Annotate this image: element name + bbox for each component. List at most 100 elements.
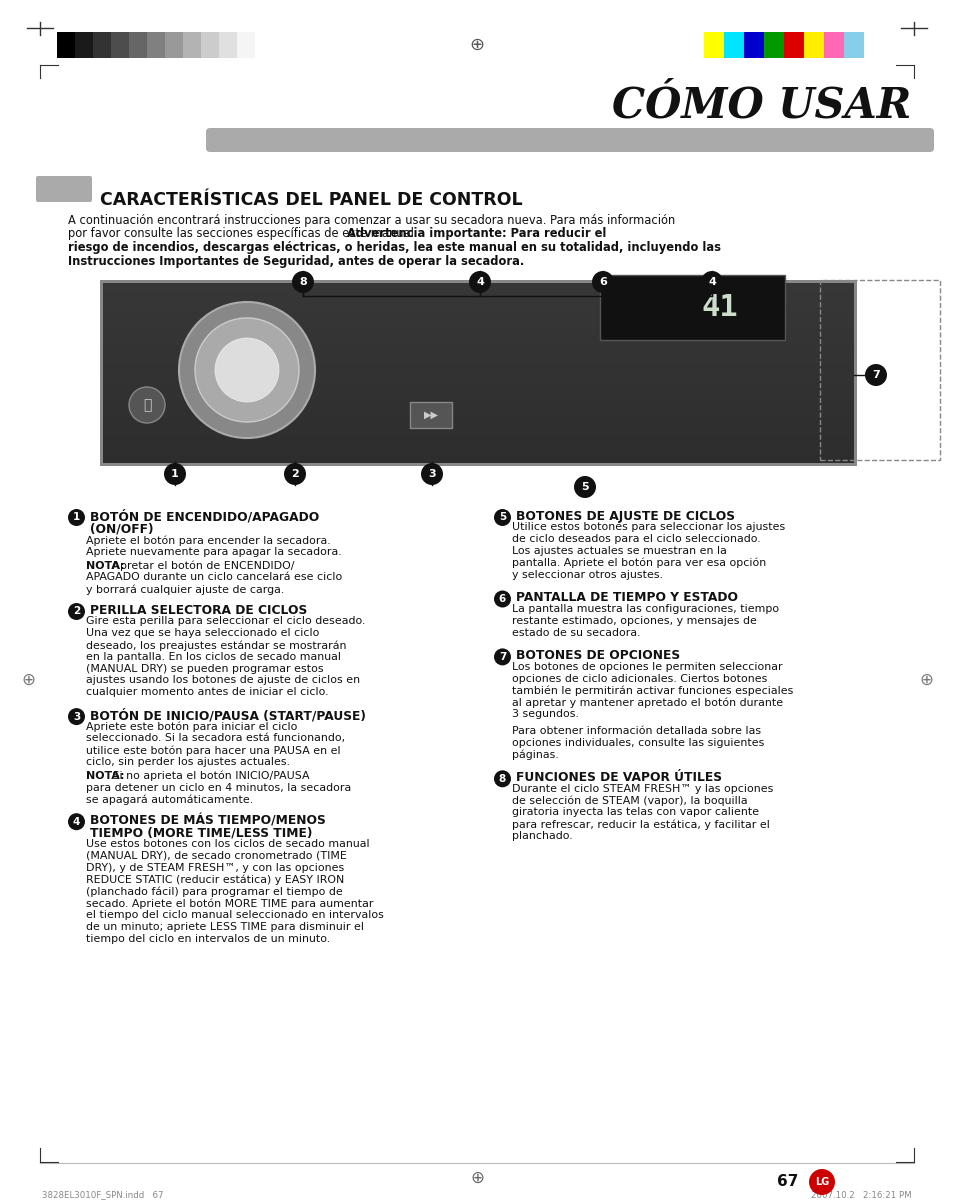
Text: 8: 8 xyxy=(498,774,506,784)
Bar xyxy=(103,391,853,401)
Text: BOTONES DE AJUSTE DE CICLOS: BOTONES DE AJUSTE DE CICLOS xyxy=(516,510,734,523)
Text: Una vez que se haya seleccionado el ciclo: Una vez que se haya seleccionado el cicl… xyxy=(86,628,319,639)
Text: Instrucciones Importantes de Seguridad, antes de operar la secadora.: Instrucciones Importantes de Seguridad, … xyxy=(68,255,524,267)
Text: ⓨ: ⓨ xyxy=(143,398,151,411)
Bar xyxy=(103,346,853,355)
Text: LG: LG xyxy=(814,1177,828,1187)
Bar xyxy=(147,32,165,58)
Text: 1: 1 xyxy=(171,469,178,479)
Text: APAGADO durante un ciclo cancelará ese ciclo: APAGADO durante un ciclo cancelará ese c… xyxy=(86,573,342,582)
Text: ajustes usando los botones de ajuste de ciclos en: ajustes usando los botones de ajuste de … xyxy=(86,676,359,686)
Text: NOTA:: NOTA: xyxy=(86,771,125,781)
Circle shape xyxy=(700,271,722,294)
Text: se apagará automáticamente.: se apagará automáticamente. xyxy=(86,794,253,805)
Text: y seleccionar otros ajustes.: y seleccionar otros ajustes. xyxy=(512,570,662,580)
Circle shape xyxy=(420,463,442,485)
Bar xyxy=(103,337,853,346)
Text: Apriete este botón para iniciar el ciclo: Apriete este botón para iniciar el ciclo xyxy=(86,722,297,733)
Text: 5: 5 xyxy=(580,482,588,492)
Text: 1: 1 xyxy=(72,512,80,522)
Bar xyxy=(165,32,183,58)
Text: Si no aprieta el botón INICIO/PAUSA: Si no aprieta el botón INICIO/PAUSA xyxy=(109,771,309,781)
Text: 5: 5 xyxy=(498,512,506,522)
Circle shape xyxy=(808,1169,834,1195)
Text: ciclo, sin perder los ajustes actuales.: ciclo, sin perder los ajustes actuales. xyxy=(86,757,290,768)
Text: 2: 2 xyxy=(72,606,80,616)
Circle shape xyxy=(292,271,314,294)
Text: deseado, los preajustes estándar se mostrarán: deseado, los preajustes estándar se most… xyxy=(86,640,346,651)
Bar xyxy=(703,32,723,58)
Bar xyxy=(103,310,853,319)
Text: seleccionado. Si la secadora está funcionando,: seleccionado. Si la secadora está funcio… xyxy=(86,734,345,743)
Text: de selección de STEAM (vapor), la boquilla: de selección de STEAM (vapor), la boquil… xyxy=(512,795,747,806)
Text: 6: 6 xyxy=(498,594,506,604)
Circle shape xyxy=(179,302,314,438)
Circle shape xyxy=(68,813,85,830)
Text: para detener un ciclo en 4 minutos, la secadora: para detener un ciclo en 4 minutos, la s… xyxy=(86,783,351,793)
Bar xyxy=(103,409,853,417)
Text: DRY), y de STEAM FRESH™, y con las opciones: DRY), y de STEAM FRESH™, y con las opcio… xyxy=(86,863,344,873)
Text: (planchado fácil) para programar el tiempo de: (planchado fácil) para programar el tiem… xyxy=(86,887,342,897)
Bar xyxy=(103,319,853,328)
Text: 6: 6 xyxy=(598,277,606,288)
Text: 7: 7 xyxy=(498,652,506,662)
Circle shape xyxy=(194,318,298,422)
Text: Gire esta perilla para seleccionar el ciclo deseado.: Gire esta perilla para seleccionar el ci… xyxy=(86,616,365,627)
Bar xyxy=(820,280,939,460)
Text: tiempo del ciclo en intervalos de un minuto.: tiempo del ciclo en intervalos de un min… xyxy=(86,934,330,943)
Text: también le permitirán activar funciones especiales: también le permitirán activar funciones … xyxy=(512,686,793,697)
Text: La pantalla muestra las configuraciones, tiempo: La pantalla muestra las configuraciones,… xyxy=(512,604,779,614)
Text: A continuación encontrará instrucciones para comenzar a usar su secadora nueva. : A continuación encontrará instrucciones … xyxy=(68,214,675,227)
FancyBboxPatch shape xyxy=(206,128,933,152)
FancyBboxPatch shape xyxy=(36,176,91,202)
Text: y borrará cualquier ajuste de carga.: y borrará cualquier ajuste de carga. xyxy=(86,585,284,594)
Circle shape xyxy=(494,770,511,787)
Bar xyxy=(763,32,783,58)
Text: CARACTERÍSTICAS DEL PANEL DE CONTROL: CARACTERÍSTICAS DEL PANEL DE CONTROL xyxy=(100,191,522,209)
Text: ⊕: ⊕ xyxy=(469,36,484,54)
Circle shape xyxy=(284,463,306,485)
Text: REDUCE STATIC (reducir estática) y EASY IRON: REDUCE STATIC (reducir estática) y EASY … xyxy=(86,875,344,885)
Text: ▶▶: ▶▶ xyxy=(423,410,438,420)
Text: estado de su secadora.: estado de su secadora. xyxy=(512,628,639,638)
Circle shape xyxy=(494,591,511,608)
Bar xyxy=(92,32,111,58)
Text: BOTÓN DE ENCENDIDO/APAGADO: BOTÓN DE ENCENDIDO/APAGADO xyxy=(90,510,319,523)
Bar xyxy=(111,32,129,58)
Text: 3: 3 xyxy=(428,469,436,479)
Text: ⊕: ⊕ xyxy=(21,671,35,689)
Circle shape xyxy=(494,648,511,665)
Text: secado. Apriete el botón MORE TIME para aumentar: secado. Apriete el botón MORE TIME para … xyxy=(86,899,374,908)
Bar xyxy=(103,373,853,383)
Bar xyxy=(236,32,254,58)
Text: restante estimado, opciones, y mensajes de: restante estimado, opciones, y mensajes … xyxy=(512,616,756,626)
Bar xyxy=(103,454,853,463)
Text: pantalla. Apriete el botón para ver esa opción: pantalla. Apriete el botón para ver esa … xyxy=(512,558,765,568)
Bar xyxy=(103,283,853,292)
Text: cualquier momento antes de iniciar el ciclo.: cualquier momento antes de iniciar el ci… xyxy=(86,687,328,698)
Circle shape xyxy=(68,603,85,620)
Bar xyxy=(103,355,853,365)
Text: BOTONES DE OPCIONES: BOTONES DE OPCIONES xyxy=(516,650,679,663)
Text: por favor consulte las secciones específicas de este manual.: por favor consulte las secciones específ… xyxy=(68,227,420,241)
Text: 4: 4 xyxy=(72,817,80,826)
Text: 67: 67 xyxy=(776,1174,797,1190)
Bar xyxy=(103,328,853,337)
Text: 7: 7 xyxy=(871,371,879,380)
Text: 3 segundos.: 3 segundos. xyxy=(512,709,578,719)
Bar xyxy=(103,283,853,463)
Text: TIEMPO (MORE TIME/LESS TIME): TIEMPO (MORE TIME/LESS TIME) xyxy=(90,826,312,840)
Text: Durante el ciclo STEAM FRESH™ y las opciones: Durante el ciclo STEAM FRESH™ y las opci… xyxy=(512,784,773,794)
Text: planchado.: planchado. xyxy=(512,831,572,841)
Text: ⊕: ⊕ xyxy=(918,671,932,689)
Text: (MANUAL DRY) se pueden programar estos: (MANUAL DRY) se pueden programar estos xyxy=(86,664,323,674)
Bar xyxy=(103,383,853,391)
Bar xyxy=(723,32,743,58)
Text: riesgo de incendios, descargas eléctricas, o heridas, lea este manual en su tota: riesgo de incendios, descargas eléctrica… xyxy=(68,241,720,254)
Bar xyxy=(103,417,853,427)
Circle shape xyxy=(68,709,85,725)
Bar xyxy=(219,32,236,58)
Text: Los ajustes actuales se muestran en la: Los ajustes actuales se muestran en la xyxy=(512,546,726,556)
Circle shape xyxy=(864,365,886,386)
Text: Los botones de opciones le permiten seleccionar: Los botones de opciones le permiten sele… xyxy=(512,662,781,672)
